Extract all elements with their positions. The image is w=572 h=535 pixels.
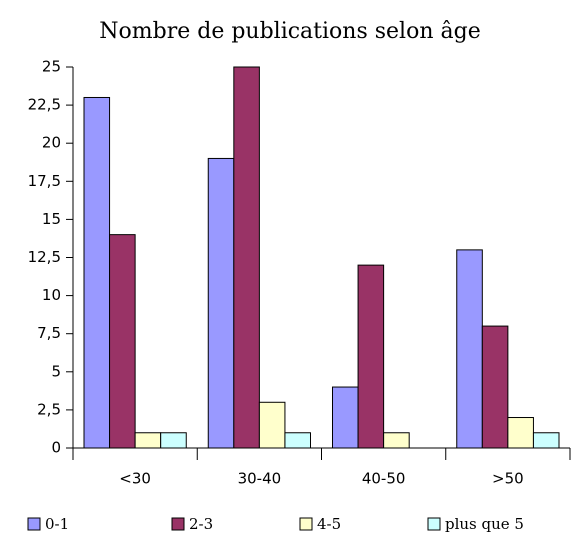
bar xyxy=(456,249,483,449)
bar xyxy=(109,234,136,449)
y-tick-label: 7,5 xyxy=(37,324,61,342)
y-tick-label: 12,5 xyxy=(28,248,61,266)
bar xyxy=(332,386,359,449)
legend-label: 0-1 xyxy=(45,515,69,533)
bar xyxy=(507,417,534,449)
bar xyxy=(134,432,162,449)
legend-label: 2-3 xyxy=(189,515,213,533)
legend-swatch xyxy=(427,517,441,531)
y-tick-label: 17,5 xyxy=(28,172,61,190)
bar xyxy=(383,432,410,449)
y-tick-label: 25 xyxy=(42,58,61,76)
legend-swatch xyxy=(299,517,313,531)
y-tick-label: 20 xyxy=(42,134,61,152)
bar xyxy=(160,432,187,449)
y-tick-label: 0 xyxy=(51,439,61,457)
bar xyxy=(284,432,311,449)
chart-title: Nombre de publications selon âge xyxy=(99,19,480,44)
x-tick-label: 40-50 xyxy=(362,470,406,488)
legend-swatch xyxy=(171,517,185,531)
x-tick-label: <30 xyxy=(119,470,151,488)
y-tick-label: 2,5 xyxy=(37,400,61,418)
legend-swatch xyxy=(27,517,41,531)
bar xyxy=(258,401,286,449)
y-tick-label: 10 xyxy=(42,286,61,304)
bar xyxy=(481,325,509,449)
bar xyxy=(83,96,111,449)
x-tick-label: 30-40 xyxy=(238,470,282,488)
y-tick-label: 5 xyxy=(51,362,61,380)
y-tick-label: 22,5 xyxy=(28,96,61,114)
bar xyxy=(233,66,260,449)
legend-label: plus que 5 xyxy=(445,515,524,533)
bar xyxy=(207,157,235,449)
x-tick-label: >50 xyxy=(492,470,524,488)
bar xyxy=(357,264,385,449)
y-tick-label: 15 xyxy=(42,210,61,228)
legend-label: 4-5 xyxy=(317,515,341,533)
bar xyxy=(532,432,560,449)
